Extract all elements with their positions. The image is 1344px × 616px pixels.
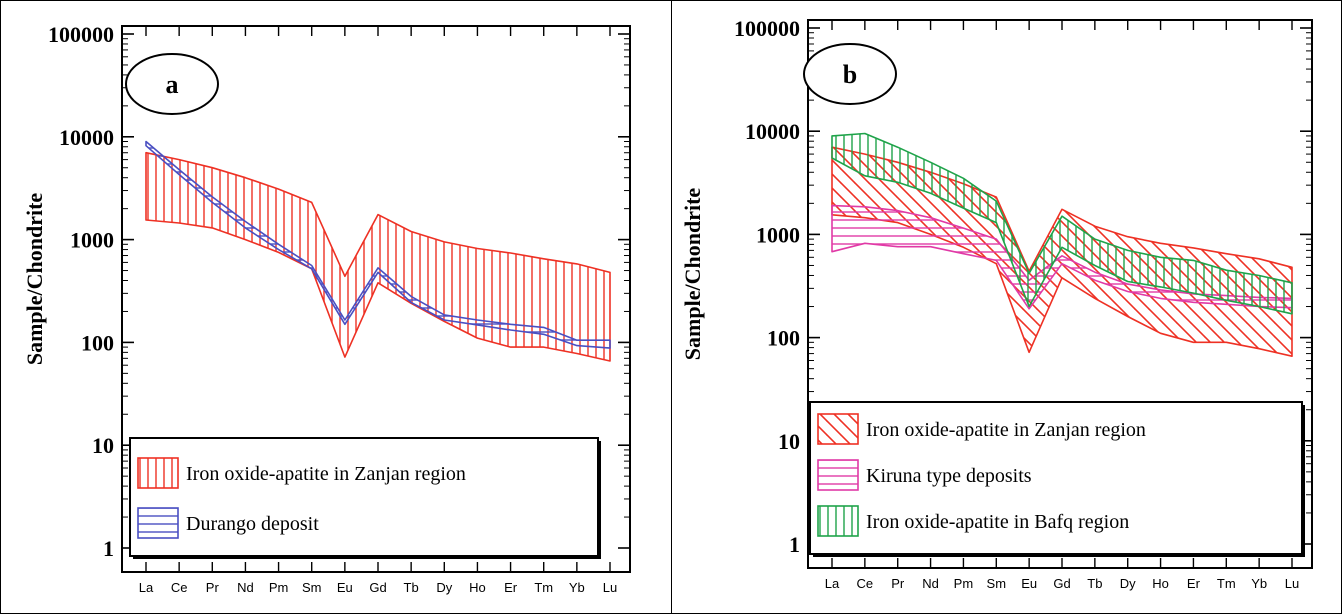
x-tick-label-gd: Gd	[1053, 576, 1070, 591]
x-tick-label-gd: Gd	[369, 580, 386, 595]
panel-label: a	[166, 70, 179, 99]
y-tick-label: 10000	[745, 119, 800, 144]
y-tick-label: 1000	[756, 222, 800, 247]
y-tick-label: 1	[103, 536, 114, 561]
x-tick-label-yb: Yb	[569, 580, 585, 595]
x-tick-label-lu: Lu	[603, 580, 617, 595]
x-tick-label-sm: Sm	[302, 580, 322, 595]
legend-swatch-durango	[137, 507, 179, 539]
y-axis-label: Sample/Chondrite	[680, 188, 705, 361]
y-tick-label: 100000	[734, 16, 800, 41]
x-tick-label-ho: Ho	[469, 580, 486, 595]
x-tick-label-tm: Tm	[534, 580, 553, 595]
y-axis-label: Sample/Chondrite	[22, 193, 47, 366]
legend: Iron oxide-apatite in Zanjan region Kirun…	[809, 401, 1305, 557]
x-tick-label-pm: Pm	[954, 576, 974, 591]
y-tick-label: 10	[92, 433, 114, 458]
x-tick-label-nd: Nd	[237, 580, 254, 595]
panel-divider	[671, 0, 672, 614]
x-tick-label-pr: Pr	[206, 580, 220, 595]
legend-swatch-zanjan	[137, 457, 179, 489]
legend: Iron oxide-apatite in Zanjan region Duran…	[129, 437, 601, 559]
y-tick-label: 1	[789, 532, 800, 557]
y-tick-label: 100	[81, 330, 114, 355]
legend-box	[129, 437, 599, 557]
x-tick-label-la: La	[825, 576, 840, 591]
x-tick-label-sm: Sm	[987, 576, 1007, 591]
x-tick-label-lu: Lu	[1285, 576, 1299, 591]
legend-swatch-kiruna	[817, 459, 859, 491]
x-tick-label-pr: Pr	[891, 576, 905, 591]
series-band-bafq	[831, 132, 1293, 315]
x-tick-label-tb: Tb	[404, 580, 419, 595]
legend-label-durango: Durango deposit	[186, 513, 319, 535]
legend-label-zanjan: Iron oxide-apatite in Zanjan region	[866, 419, 1146, 441]
y-tick-label: 100	[767, 326, 800, 351]
y-tick-label: 10	[778, 429, 800, 454]
chart-panel-a: 1 10 100 1000 10000 100000 La Ce Pr Nd Pm Sm Eu Gd Tb D…	[22, 22, 631, 595]
legend-label-zanjan: Iron oxide-apatite in Zanjan region	[186, 463, 466, 485]
legend-label-bafq: Iron oxide-apatite in Bafq region	[866, 511, 1129, 533]
legend-swatch-zanjan	[817, 413, 859, 445]
panel-label-ellipse	[803, 43, 897, 105]
plot-area-frame	[121, 25, 631, 573]
x-tick-label-pm: Pm	[269, 580, 289, 595]
legend-box	[809, 401, 1303, 555]
x-tick-label-la: La	[139, 580, 154, 595]
plot-area-frame	[807, 19, 1313, 569]
x-tick-label-ce: Ce	[857, 576, 874, 591]
panel-label: b	[843, 60, 857, 89]
series-band-durango	[145, 140, 611, 349]
x-tick-label-er: Er	[1187, 576, 1201, 591]
y-tick-label: 1000	[70, 228, 114, 253]
y-tick-label: 10000	[59, 125, 114, 150]
x-tick-label-yb: Yb	[1251, 576, 1267, 591]
panel-label-ellipse	[125, 53, 219, 115]
x-tick-label-ce: Ce	[171, 580, 188, 595]
x-tick-label-tb: Tb	[1087, 576, 1102, 591]
x-tick-label-tm: Tm	[1217, 576, 1236, 591]
y-tick-label: 100000	[48, 22, 114, 47]
legend-swatch-bafq	[817, 505, 859, 537]
x-tick-label-eu: Eu	[1021, 576, 1037, 591]
x-tick-label-nd: Nd	[922, 576, 939, 591]
x-tick-label-eu: Eu	[337, 580, 353, 595]
chart-panel-b: 1 10 100 1000 10000 100000 La Ce Pr Nd Pm Sm Eu Gd Tb D…	[680, 16, 1313, 591]
x-tick-label-dy: Dy	[1120, 576, 1136, 591]
x-tick-label-er: Er	[504, 580, 518, 595]
x-tick-label-dy: Dy	[436, 580, 452, 595]
legend-label-kiruna: Kiruna type deposits	[866, 465, 1032, 487]
series-band-zanjan	[145, 151, 611, 362]
x-tick-label-ho: Ho	[1152, 576, 1169, 591]
